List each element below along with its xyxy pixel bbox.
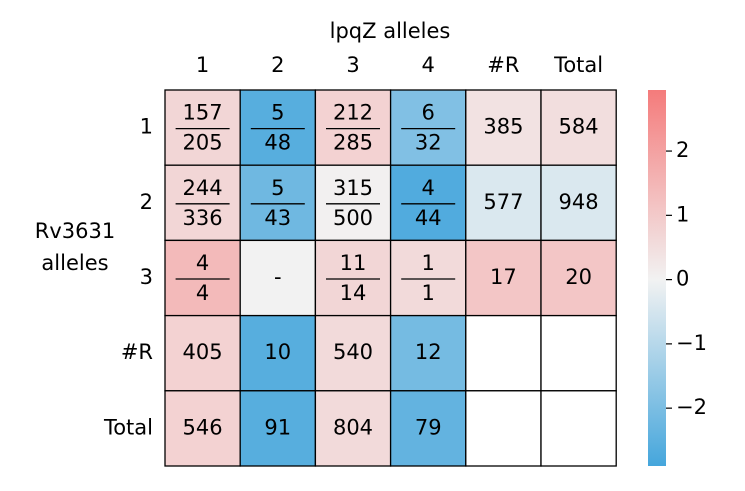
cell [540,239,617,317]
numerator: 5 [271,176,284,200]
cell [239,390,317,467]
numerator: 11 [340,251,367,275]
colorbar-tick-label: 2 [676,138,689,162]
cell-label: 91 [264,415,291,439]
cell-label: 17 [490,265,517,289]
cell [389,239,467,317]
cell [465,164,542,242]
colorbar-tick-label: 0 [676,267,689,291]
cell [314,390,392,467]
x-axis-label: lpqZ alleles [330,19,451,43]
y-axis-label: alleles [41,251,108,275]
colorbar-tick-label: −2 [676,395,707,419]
column-label: 4 [422,53,435,77]
cell [540,314,617,392]
cell-label: - [274,265,282,289]
cell [540,89,617,166]
denominator: 205 [183,131,223,155]
numerator: 1 [422,251,435,275]
cell-label: 948 [559,190,599,214]
colorbar-tick-label: 1 [676,202,689,226]
denominator: 285 [333,131,373,155]
cell-label: 405 [183,340,223,364]
denominator: 4 [196,281,209,305]
cell [314,239,392,317]
column-label: Total [553,53,603,77]
cell-label: 804 [333,415,373,439]
denominator: 32 [415,131,442,155]
denominator: 1 [422,281,435,305]
denominator: 44 [415,206,442,230]
cell [389,314,467,392]
numerator: 244 [183,176,223,200]
cell-label: 10 [264,340,291,364]
column-label: #R [487,53,519,77]
cell [540,164,617,242]
cell [465,314,542,392]
cell-label: 584 [559,115,599,139]
cell [239,89,317,166]
cell-label: 577 [483,190,523,214]
cell [389,390,467,467]
denominator: 500 [333,206,373,230]
cell [164,390,241,467]
cell [314,314,392,392]
denominator: 336 [183,206,223,230]
cell-label: 540 [333,340,373,364]
cell [239,314,317,392]
row-label: #R [121,340,153,364]
cell [540,390,617,467]
cell [465,89,542,166]
numerator: 5 [271,101,284,125]
cell [164,89,241,166]
cell [314,89,392,166]
colorbar-tick-label: −1 [676,331,707,355]
numerator: 212 [333,101,373,125]
column-label: 2 [271,53,284,77]
numerator: 157 [183,101,223,125]
cell-label: 20 [565,265,592,289]
cell [465,239,542,317]
cell-label: 12 [415,340,442,364]
y-axis-label: Rv3631 [35,219,115,243]
cell-label: 79 [415,415,442,439]
cell [465,390,542,467]
cell-label: 385 [483,115,523,139]
column-label: 1 [196,53,209,77]
row-label: 1 [140,115,153,139]
row-label: 3 [140,265,153,289]
denominator: 43 [264,206,291,230]
colorbar [648,90,666,466]
numerator: 315 [333,176,373,200]
numerator: 4 [196,251,209,275]
denominator: 48 [264,131,291,155]
cell [164,314,241,392]
denominator: 14 [340,281,367,305]
row-label: 2 [140,190,153,214]
row-label: Total [103,415,153,439]
cell-label: 546 [183,415,223,439]
column-label: 3 [346,53,359,77]
numerator: 6 [422,101,435,125]
numerator: 4 [422,176,435,200]
